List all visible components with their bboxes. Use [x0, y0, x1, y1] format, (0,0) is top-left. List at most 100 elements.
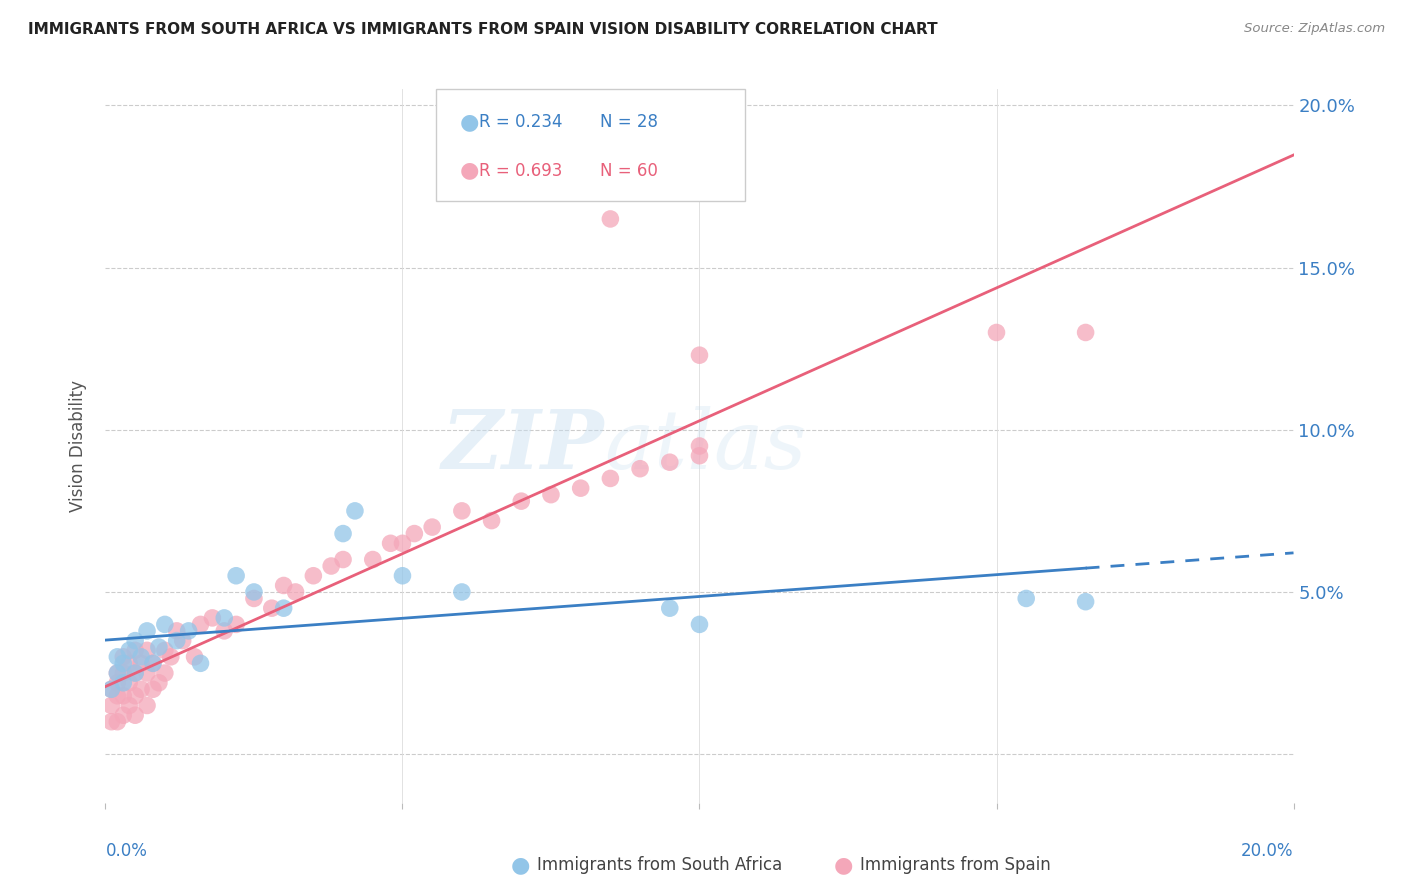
Text: ●: ● [510, 855, 530, 875]
Point [190, 617, 212, 632]
Point [105, 649, 128, 664]
Point [391, 568, 413, 582]
Point [201, 611, 224, 625]
Point [148, 640, 170, 654]
Point [689, 348, 711, 362]
Point [100, 682, 122, 697]
Point [124, 708, 146, 723]
Point [142, 657, 165, 671]
Point [129, 649, 152, 664]
Text: atlas: atlas [605, 406, 807, 486]
Point [450, 585, 472, 599]
Point [599, 211, 621, 226]
Point [112, 689, 135, 703]
Point [112, 666, 135, 681]
Point [148, 675, 170, 690]
Point [190, 657, 212, 671]
Point [284, 585, 307, 599]
Point [658, 601, 681, 615]
Point [225, 568, 247, 582]
Text: ●: ● [460, 161, 479, 180]
Point [112, 657, 135, 671]
Point [380, 536, 402, 550]
Point [129, 682, 152, 697]
Point [689, 439, 711, 453]
Text: Immigrants from Spain: Immigrants from Spain [860, 856, 1052, 874]
Point [129, 657, 152, 671]
Point [260, 601, 283, 615]
Point [569, 481, 592, 495]
Point [214, 624, 236, 638]
Point [404, 526, 426, 541]
Point [628, 461, 651, 475]
Point [243, 591, 266, 606]
Point [159, 649, 181, 664]
Point [332, 552, 354, 566]
Point [243, 585, 266, 599]
Point [136, 624, 159, 638]
Point [1015, 591, 1038, 606]
Point [658, 455, 681, 469]
Point [273, 578, 295, 592]
Point [124, 689, 146, 703]
Point [112, 675, 135, 690]
Point [1074, 595, 1097, 609]
Point [689, 617, 711, 632]
Point [136, 698, 159, 713]
Point [124, 666, 146, 681]
Point [136, 643, 159, 657]
Point [420, 520, 443, 534]
Point [225, 617, 247, 632]
Text: R = 0.693: R = 0.693 [479, 161, 562, 179]
Point [124, 666, 146, 681]
Point [153, 617, 176, 632]
Point [391, 536, 413, 550]
Point [118, 657, 141, 671]
Point [105, 666, 128, 681]
Point [142, 682, 165, 697]
Text: Source: ZipAtlas.com: Source: ZipAtlas.com [1244, 22, 1385, 36]
Point [1074, 326, 1097, 340]
Point [105, 675, 128, 690]
Point [166, 633, 188, 648]
Point [450, 504, 472, 518]
Point [214, 611, 236, 625]
Point [321, 559, 343, 574]
Text: Immigrants from South Africa: Immigrants from South Africa [537, 856, 782, 874]
Text: 20.0%: 20.0% [1241, 842, 1294, 860]
Text: IMMIGRANTS FROM SOUTH AFRICA VS IMMIGRANTS FROM SPAIN VISION DISABILITY CORRELAT: IMMIGRANTS FROM SOUTH AFRICA VS IMMIGRAN… [28, 22, 938, 37]
Point [118, 675, 141, 690]
Point [481, 514, 503, 528]
Point [332, 526, 354, 541]
Point [172, 633, 194, 648]
Point [153, 643, 176, 657]
Point [273, 601, 295, 615]
Point [142, 657, 165, 671]
Point [124, 643, 146, 657]
Text: R = 0.234: R = 0.234 [479, 113, 562, 131]
Text: ZIP: ZIP [441, 406, 605, 486]
Text: 0.0%: 0.0% [105, 842, 148, 860]
Point [105, 666, 128, 681]
Point [100, 698, 122, 713]
Text: N = 28: N = 28 [600, 113, 658, 131]
Point [153, 666, 176, 681]
Text: N = 60: N = 60 [600, 161, 658, 179]
Point [689, 449, 711, 463]
Point [302, 568, 325, 582]
Point [112, 649, 135, 664]
Point [177, 624, 200, 638]
Point [343, 504, 366, 518]
Point [118, 698, 141, 713]
Point [100, 682, 122, 697]
Point [124, 633, 146, 648]
Point [166, 624, 188, 638]
Point [599, 471, 621, 485]
Y-axis label: Vision Disability: Vision Disability [69, 380, 87, 512]
Point [112, 708, 135, 723]
Point [100, 714, 122, 729]
Point [510, 494, 533, 508]
Point [105, 714, 128, 729]
Text: ●: ● [834, 855, 853, 875]
Point [986, 326, 1008, 340]
